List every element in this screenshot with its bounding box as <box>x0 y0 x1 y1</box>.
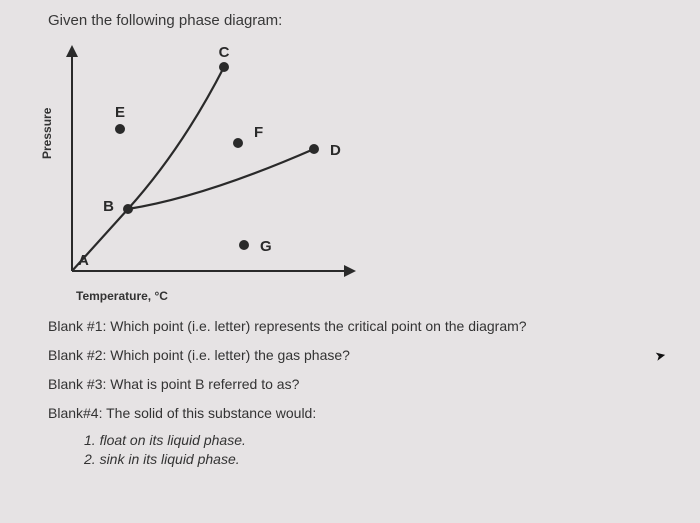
x-axis-label: Temperature, °C <box>76 289 168 303</box>
phase-diagram-svg: A B C D E F G <box>54 39 384 287</box>
phase-diagram: Pressure ABCDEFG Temperature, °C <box>54 39 384 299</box>
svg-text:B: B <box>103 198 114 215</box>
option-1: 1. float on its liquid phase. <box>84 431 678 451</box>
question-4: Blank#4: The solid of this substance wou… <box>48 404 678 423</box>
svg-text:G: G <box>260 238 272 255</box>
svg-text:F: F <box>254 124 263 141</box>
svg-text:C: C <box>219 44 230 61</box>
question-3: Blank #3: What is point B referred to as… <box>48 375 678 394</box>
question-1: Blank #1: Which point (i.e. letter) repr… <box>48 317 678 336</box>
y-axis-label: Pressure <box>40 108 54 159</box>
svg-text:A: A <box>78 252 89 269</box>
question-2: Blank #2: Which point (i.e. letter) the … <box>48 346 678 365</box>
option-2: 2. sink in its liquid phase. <box>84 450 678 470</box>
prompt-title: Given the following phase diagram: <box>48 12 678 29</box>
svg-text:D: D <box>330 142 341 159</box>
question-4-options: 1. float on its liquid phase. 2. sink in… <box>84 431 678 470</box>
svg-text:E: E <box>115 104 125 121</box>
